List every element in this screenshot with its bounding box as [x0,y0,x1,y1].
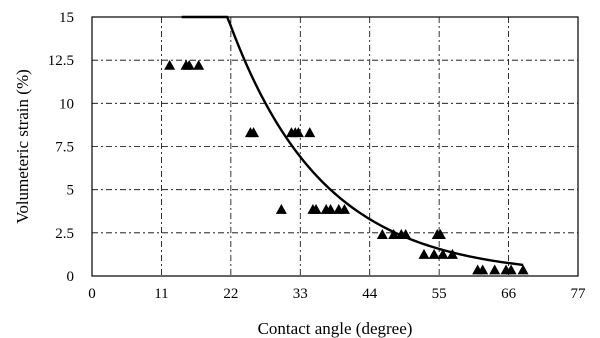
x-tick-label: 77 [571,286,587,302]
y-tick-label: 12.5 [48,53,74,69]
y-tick-label: 5 [67,183,75,199]
data-point [183,59,195,70]
y-tick-label: 7.5 [55,140,74,156]
data-point [489,264,501,275]
data-point [304,127,316,138]
data-point [325,204,337,214]
y-tick-label: 15 [59,10,74,26]
data-point [310,204,322,214]
data-point [517,264,529,275]
data-point [505,264,517,275]
y-axis-ticks: 0 2.5 5 7.5 10 12.5 15 [48,10,74,285]
data-point [164,59,176,70]
x-tick-label: 66 [501,286,517,302]
y-axis-label: Volumeteric strain (%) [13,69,32,224]
data-point [275,204,287,214]
data-point [338,204,350,214]
x-tick-label: 0 [88,286,96,302]
y-tick-label: 2.5 [55,226,74,242]
x-axis-label: Contact angle (degree) [258,319,413,338]
data-point [292,127,304,138]
plot-area-frame [91,16,579,277]
x-tick-label: 44 [362,286,378,302]
y-tick-label: 10 [59,96,74,112]
x-tick-label: 11 [154,286,168,302]
x-tick-label: 55 [432,286,447,302]
data-point [248,127,260,138]
data-point [400,229,412,239]
data-point [418,248,430,259]
data-point [376,229,388,239]
gridlines [92,17,578,276]
y-tick-label: 0 [67,269,75,285]
data-point [428,248,440,259]
trend-curve [181,15,524,267]
data-point [437,248,449,259]
data-point [446,248,458,259]
x-tick-label: 33 [293,286,308,302]
data-points [164,59,529,275]
data-point [388,229,400,239]
data-point [193,59,205,70]
data-point [477,264,489,275]
data-point [434,229,446,239]
x-axis-ticks: 0 11 22 33 44 55 66 77 [88,286,586,302]
x-tick-label: 22 [223,286,238,302]
